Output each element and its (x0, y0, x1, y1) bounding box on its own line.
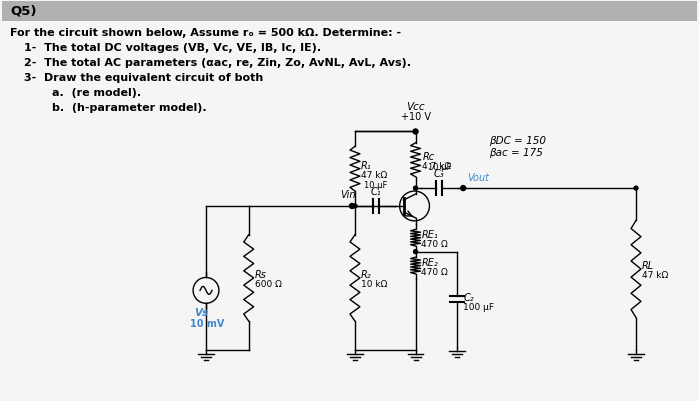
Text: 470 Ω: 470 Ω (421, 240, 448, 249)
Circle shape (414, 186, 417, 190)
FancyBboxPatch shape (2, 1, 697, 21)
Text: b.  (h-parameter model).: b. (h-parameter model). (52, 103, 207, 113)
Text: C₂: C₂ (463, 293, 474, 303)
Text: Rs: Rs (254, 270, 266, 280)
Circle shape (634, 186, 638, 190)
Circle shape (350, 203, 354, 209)
Text: 1-  The total DC voltages (VB, Vc, VE, IB, Ic, IE).: 1- The total DC voltages (VB, Vc, VE, IB… (24, 43, 322, 53)
Text: 47 kΩ: 47 kΩ (361, 171, 387, 180)
Text: 10 mV: 10 mV (190, 319, 224, 329)
Circle shape (461, 186, 466, 190)
Text: 10 kΩ: 10 kΩ (361, 280, 387, 290)
Text: 600 Ω: 600 Ω (254, 280, 282, 290)
Circle shape (413, 129, 418, 134)
Text: 100 μF: 100 μF (463, 303, 494, 312)
FancyBboxPatch shape (2, 21, 697, 400)
Text: RL: RL (642, 261, 654, 271)
Text: RE₁: RE₁ (421, 230, 438, 240)
Text: For the circuit shown below, Assume rₒ = 500 kΩ. Determine: -: For the circuit shown below, Assume rₒ =… (10, 28, 401, 38)
Text: +10 V: +10 V (401, 111, 431, 122)
Text: 10 μF: 10 μF (364, 181, 387, 190)
Text: 470 Ω: 470 Ω (421, 268, 448, 277)
Text: 10 μF: 10 μF (428, 163, 451, 172)
Circle shape (353, 204, 357, 208)
Text: βac = 175: βac = 175 (489, 148, 543, 158)
Text: βDC = 150: βDC = 150 (489, 136, 546, 146)
Text: C₁: C₁ (370, 187, 381, 197)
Text: RE₂: RE₂ (421, 257, 438, 267)
Text: C₃: C₃ (434, 169, 445, 179)
Text: 3-  Draw the equivalent circuit of both: 3- Draw the equivalent circuit of both (24, 73, 264, 83)
Circle shape (414, 130, 417, 134)
Text: Vout: Vout (467, 173, 489, 183)
Text: R₁: R₁ (361, 161, 372, 171)
Text: Q5): Q5) (10, 5, 37, 18)
Text: 4.7 kΩ: 4.7 kΩ (422, 162, 452, 171)
Text: Rc: Rc (422, 152, 435, 162)
Text: R₂: R₂ (361, 270, 372, 280)
Circle shape (414, 250, 417, 253)
Text: 47 kΩ: 47 kΩ (642, 271, 668, 280)
Text: a.  (re model).: a. (re model). (52, 88, 141, 98)
Text: Vin: Vin (340, 190, 356, 200)
Text: Vs: Vs (194, 308, 208, 318)
Text: Vcc: Vcc (406, 101, 425, 111)
Text: 2-  The total AC parameters (αac, re, Zin, Zo, AvNL, AvL, Avs).: 2- The total AC parameters (αac, re, Zin… (24, 58, 411, 68)
